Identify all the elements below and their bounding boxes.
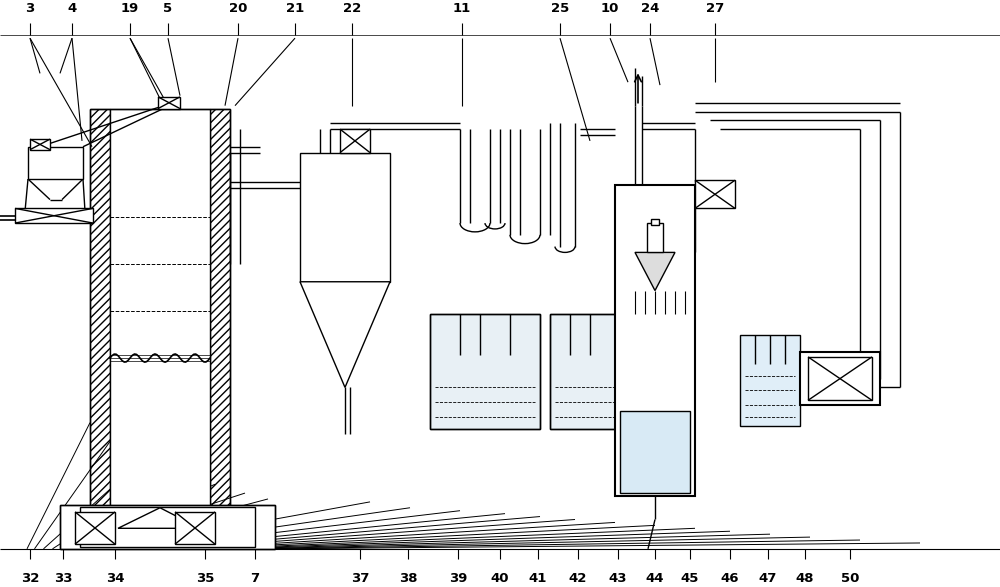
Bar xyxy=(80,507,255,547)
Bar xyxy=(110,109,210,511)
Bar xyxy=(30,139,50,150)
Text: 38: 38 xyxy=(399,572,417,585)
Text: 27: 27 xyxy=(706,2,724,15)
Text: 4: 4 xyxy=(67,2,77,15)
Text: 24: 24 xyxy=(641,2,659,15)
Text: 45: 45 xyxy=(681,572,699,585)
Text: 22: 22 xyxy=(343,2,361,15)
Bar xyxy=(800,352,880,405)
Text: 43: 43 xyxy=(609,572,627,585)
Text: 21: 21 xyxy=(286,2,304,15)
Bar xyxy=(808,357,872,400)
Bar xyxy=(740,335,800,426)
Bar xyxy=(75,512,115,544)
Text: 33: 33 xyxy=(54,572,72,585)
Text: 35: 35 xyxy=(196,572,214,585)
Text: 11: 11 xyxy=(453,2,471,15)
Bar xyxy=(550,314,645,429)
Text: 10: 10 xyxy=(601,2,619,15)
Bar xyxy=(615,185,695,496)
Text: 19: 19 xyxy=(121,2,139,15)
Text: 40: 40 xyxy=(491,572,509,585)
Text: 48: 48 xyxy=(796,572,814,585)
Text: 37: 37 xyxy=(351,572,369,585)
Text: 7: 7 xyxy=(250,572,260,585)
Bar xyxy=(651,219,659,225)
Bar xyxy=(210,109,230,511)
Bar xyxy=(300,153,390,282)
Text: 47: 47 xyxy=(759,572,777,585)
Text: 50: 50 xyxy=(841,572,859,585)
Text: 46: 46 xyxy=(721,572,739,585)
Bar xyxy=(90,109,110,511)
Text: 32: 32 xyxy=(21,572,39,585)
Text: 42: 42 xyxy=(569,572,587,585)
Bar xyxy=(647,223,663,252)
Polygon shape xyxy=(300,282,390,387)
Bar xyxy=(158,97,180,109)
Text: 39: 39 xyxy=(449,572,467,585)
Text: 41: 41 xyxy=(529,572,547,585)
Polygon shape xyxy=(635,252,675,291)
Bar xyxy=(340,129,370,153)
Bar xyxy=(430,314,540,429)
Text: 34: 34 xyxy=(106,572,124,585)
Bar xyxy=(15,208,93,223)
Text: 20: 20 xyxy=(229,2,247,15)
Bar xyxy=(175,512,215,544)
Polygon shape xyxy=(118,508,200,528)
Text: 3: 3 xyxy=(25,2,35,15)
Text: 25: 25 xyxy=(551,2,569,15)
Bar xyxy=(695,180,735,208)
Bar xyxy=(60,505,275,549)
Text: 5: 5 xyxy=(163,2,173,15)
Text: 44: 44 xyxy=(646,572,664,585)
Bar xyxy=(28,147,83,179)
Bar xyxy=(620,411,690,493)
